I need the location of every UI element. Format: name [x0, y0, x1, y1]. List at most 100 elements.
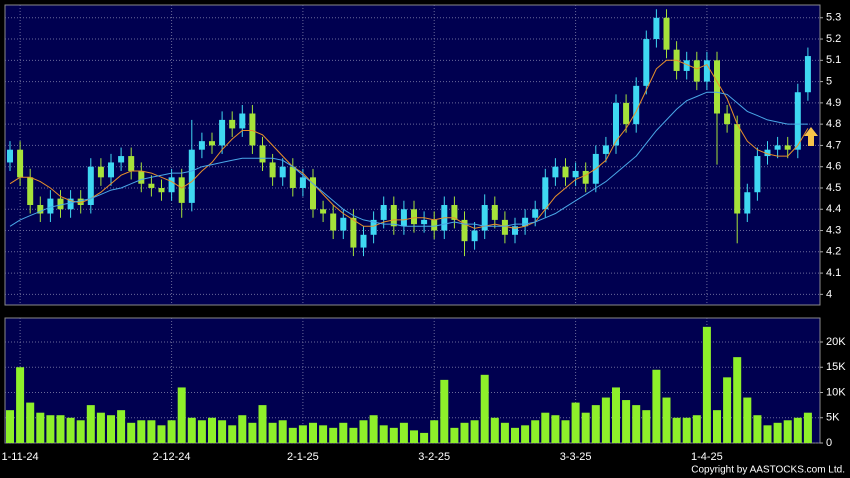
volume-bar: [591, 405, 600, 443]
candle-body: [37, 205, 44, 214]
moving-average-line: [9, 59, 809, 229]
volume-bar: [541, 412, 550, 443]
candle-body: [259, 145, 266, 163]
candle-body: [269, 162, 276, 178]
volume-bar: [208, 417, 216, 443]
candle-body: [219, 119, 226, 146]
y-tick-label: 4.4: [826, 203, 841, 215]
volume-bar: [36, 412, 45, 443]
candle-body: [683, 60, 690, 71]
volume-bar: [783, 420, 792, 443]
volume-bar: [521, 425, 530, 443]
y-tick-label: 5K: [826, 412, 840, 424]
x-tick-label: 3-2-25: [418, 451, 450, 463]
volume-bar: [16, 367, 25, 443]
volume-bar: [743, 397, 752, 443]
y-tick-label: 5.3: [826, 12, 841, 24]
candle-body: [229, 119, 236, 129]
volume-bar: [571, 402, 580, 443]
volume-bar: [248, 422, 257, 443]
candle-body: [118, 156, 125, 163]
volume-bar: [339, 422, 348, 443]
volume-bar: [561, 420, 570, 443]
y-tick-label: 4.1: [826, 267, 841, 279]
volume-bar: [187, 417, 196, 443]
volume-bar: [137, 420, 146, 443]
volume-bar: [147, 420, 156, 443]
volume-bar: [551, 415, 560, 443]
volume-bar: [612, 387, 620, 443]
volume-bar: [713, 410, 721, 443]
candle-body: [310, 177, 316, 210]
volume-bar: [96, 412, 105, 443]
candle-body: [370, 219, 377, 235]
y-tick-label: 4: [826, 288, 832, 300]
volume-bar: [197, 420, 206, 443]
volume-bar: [369, 415, 378, 443]
volume-bar: [440, 379, 449, 443]
volume-bar: [127, 422, 136, 443]
candle-body: [411, 209, 417, 225]
volume-bar: [763, 425, 772, 443]
volume-bar: [702, 326, 711, 443]
volume-bar: [309, 422, 317, 443]
candle-body: [764, 149, 771, 157]
volume-bar: [329, 427, 338, 443]
candle-body: [158, 187, 165, 193]
volume-bar: [511, 427, 519, 443]
volume-bar: [420, 432, 429, 443]
plot-layer: 4 4.1 4.2 4.3 4.4 4.5 4.6 4.7 4.8 4.9 5 5.1 5.2 5.3 0 5…: [2, 5, 846, 463]
candle-body: [734, 124, 741, 214]
y-tick-label: 5.2: [826, 33, 841, 45]
candle-body: [572, 170, 579, 178]
candle-body: [461, 219, 468, 242]
volume-bar: [319, 425, 328, 443]
signal-arrow: [804, 127, 818, 146]
candle-body: [289, 166, 296, 188]
candle-body: [77, 198, 84, 205]
volume-bar: [288, 427, 297, 443]
volume-bar: [793, 417, 802, 443]
candle-body: [653, 17, 660, 40]
candle-body: [582, 170, 589, 184]
candle-body: [522, 217, 529, 227]
volume-bar: [238, 415, 247, 443]
x-tick-label: 2-1-25: [287, 451, 319, 463]
y-tick-label: 4.9: [826, 97, 841, 109]
volume-bar: [723, 377, 732, 443]
volume-bar: [258, 405, 267, 443]
candle-body: [431, 219, 438, 231]
candle-body: [613, 102, 619, 146]
y-tick-label: 4.2: [826, 246, 841, 258]
volume-bar: [379, 425, 388, 443]
candle-body: [188, 149, 195, 203]
volume-bar: [218, 420, 227, 443]
candle-body: [57, 198, 64, 210]
volume-bar: [6, 410, 14, 443]
candle-body: [491, 205, 498, 220]
volume-bar: [399, 422, 408, 443]
candle-body: [27, 177, 34, 205]
candle-body: [330, 213, 337, 231]
candle-body: [380, 205, 387, 220]
copyright: Copyright by AASTOCKS.com Ltd.: [691, 465, 845, 476]
candle-body: [67, 198, 74, 210]
volume-bar: [500, 422, 509, 443]
candle-body: [602, 145, 609, 154]
candle-body: [400, 209, 407, 227]
volume-bar: [692, 415, 701, 443]
volume-bar: [278, 420, 287, 443]
volume-bar: [359, 420, 368, 443]
candle-body: [703, 60, 710, 82]
candle-body: [128, 156, 135, 171]
candle-body: [804, 56, 811, 93]
candle-body: [724, 113, 731, 125]
volume-bar: [228, 425, 237, 443]
candle-body: [471, 230, 478, 242]
volume-bar: [410, 430, 418, 443]
volume-bar: [167, 420, 176, 443]
volume-bar: [430, 420, 439, 443]
volume-bar: [177, 387, 186, 443]
volume-bar: [581, 412, 590, 443]
volume-bar: [56, 415, 65, 443]
